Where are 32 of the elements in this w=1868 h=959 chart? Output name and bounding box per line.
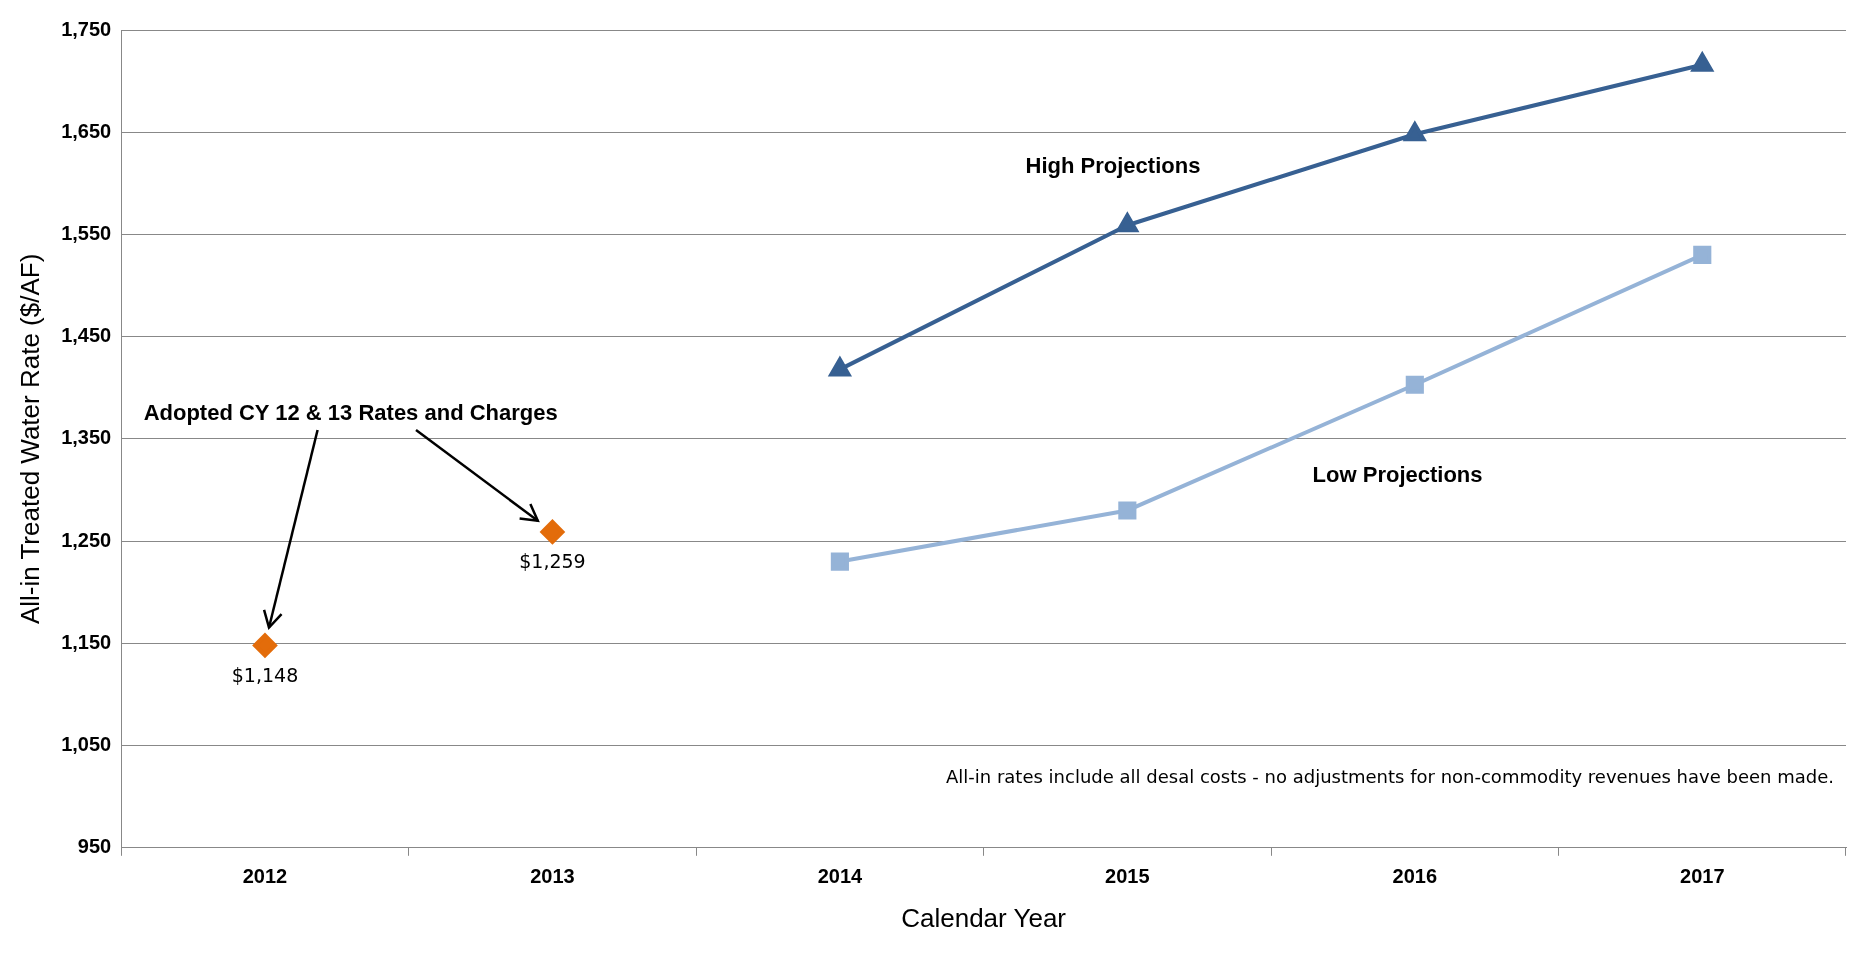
annotation: Adopted CY 12 & 13 Rates and Charges: [143, 400, 558, 426]
y-tick-label: 1,650: [61, 119, 112, 142]
point: [252, 633, 277, 658]
data-label: $1,148: [231, 663, 299, 686]
point: [830, 552, 849, 571]
y-tick-label: 1,550: [61, 221, 112, 244]
y-axis-title: All-in Treated Water Rate ($/AF): [14, 253, 45, 625]
series-label: Low Projections: [1312, 461, 1483, 487]
point: [1405, 375, 1424, 394]
annotation: All-in rates include all desal costs - no adjustments for non-commodity revenues have been made.: [945, 765, 1834, 787]
y-tick-label: 1,150: [61, 630, 112, 653]
y-tick-label: 950: [77, 835, 112, 858]
x-tick-label: 2016: [1392, 865, 1438, 888]
x-tick-label: 2017: [1680, 865, 1725, 888]
point: [1116, 213, 1139, 233]
y-tick-label: 1,050: [61, 733, 112, 756]
point: [1118, 501, 1137, 520]
y-tick-label: 1,750: [61, 17, 112, 40]
data-label: $1,259: [519, 550, 586, 573]
x-tick-label: 2015: [1105, 865, 1150, 888]
x-tick-label: 2012: [242, 865, 288, 888]
point: [829, 357, 851, 377]
y-tick-label: 1,350: [61, 426, 112, 449]
point: [1693, 245, 1712, 264]
series-label: High Projections: [1025, 153, 1201, 179]
x-tick-label: 2014: [817, 865, 864, 888]
x-tick-label: 2013: [530, 865, 575, 888]
y-tick-label: 1,450: [61, 324, 112, 347]
point: [540, 519, 565, 544]
point: [1404, 122, 1426, 142]
x-axis-title: Calendar Year: [901, 902, 1067, 933]
y-tick-label: 1,250: [61, 528, 112, 551]
